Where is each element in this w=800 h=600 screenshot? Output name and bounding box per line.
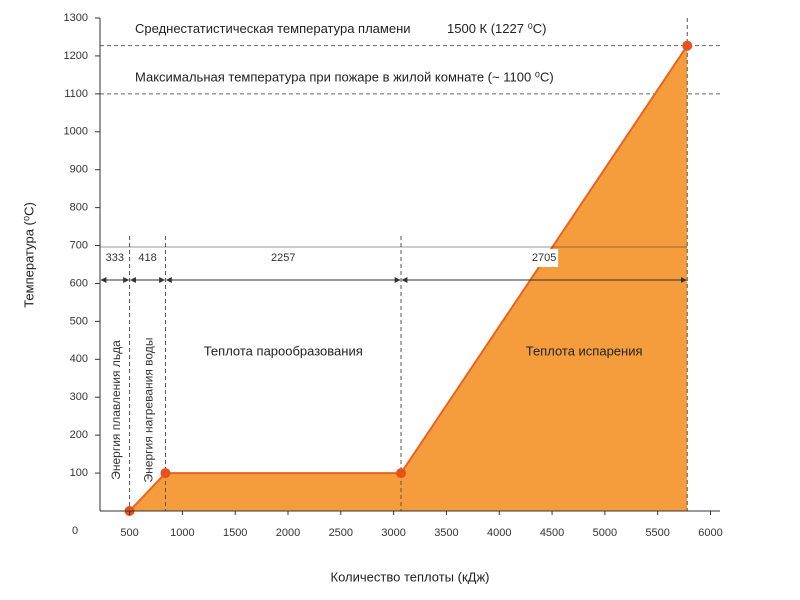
x-tick-label: 2000 [276,527,300,539]
phase-label: Энергия нагревания воды [142,338,156,483]
y-tick-label: 600 [70,277,88,289]
x-tick-label: 3500 [434,527,458,539]
area-label: Теплота испарения [526,343,643,358]
x-tick-label: 1000 [170,527,194,539]
phase-label: Энергия плавления льда [109,340,123,480]
x-tick-label: 5500 [645,527,669,539]
point [682,40,693,51]
interval-label: 2705 [532,252,556,264]
y-tick-label: 1300 [64,12,88,24]
y-tick-label: 1000 [64,126,88,138]
y-tick-label: 800 [70,202,88,214]
x-tick-label: 4500 [540,527,564,539]
y-tick-label: 200 [70,429,88,441]
area-label: Теплота парообразования [204,343,363,358]
x-tick-label: 2500 [329,527,353,539]
point [396,468,407,479]
area [129,45,688,512]
interval-box [100,249,129,267]
interval-box [133,249,162,267]
interval-label: 333 [106,252,124,264]
interval-label: 418 [138,252,156,264]
x-tick-label: 4000 [487,527,511,539]
x-tick-label: 1500 [223,527,247,539]
reference-text: Среднестатистическая температура пламени [135,21,411,36]
x-axis-label: Количество теплоты (кДж) [331,569,490,584]
x-tick-label: 5000 [593,527,617,539]
x-tick-label: 3000 [381,527,405,539]
point [160,468,171,479]
x-tick-label: 6000 [698,527,722,539]
y-tick-label: 1200 [64,50,88,62]
y-tick-label: 100 [70,467,88,479]
y-tick-label: 400 [70,353,88,365]
reference-value: 1500 К (1227 ⁰С) [447,21,547,36]
reference-text: Максимальная температура при пожаре в жи… [135,69,554,84]
y-tick-label: 900 [70,164,88,176]
y-tick-label: 500 [70,315,88,327]
y-tick-label: 0 [72,525,78,537]
x-tick-label: 500 [120,527,138,539]
y-tick-label: 700 [70,239,88,251]
interval-box [530,249,559,267]
interval-box [269,249,298,267]
y-axis-label: Температура (⁰С) [21,202,36,308]
interval-label: 2257 [271,252,295,264]
y-tick-label: 300 [70,391,88,403]
y-tick-label: 1100 [64,88,88,100]
